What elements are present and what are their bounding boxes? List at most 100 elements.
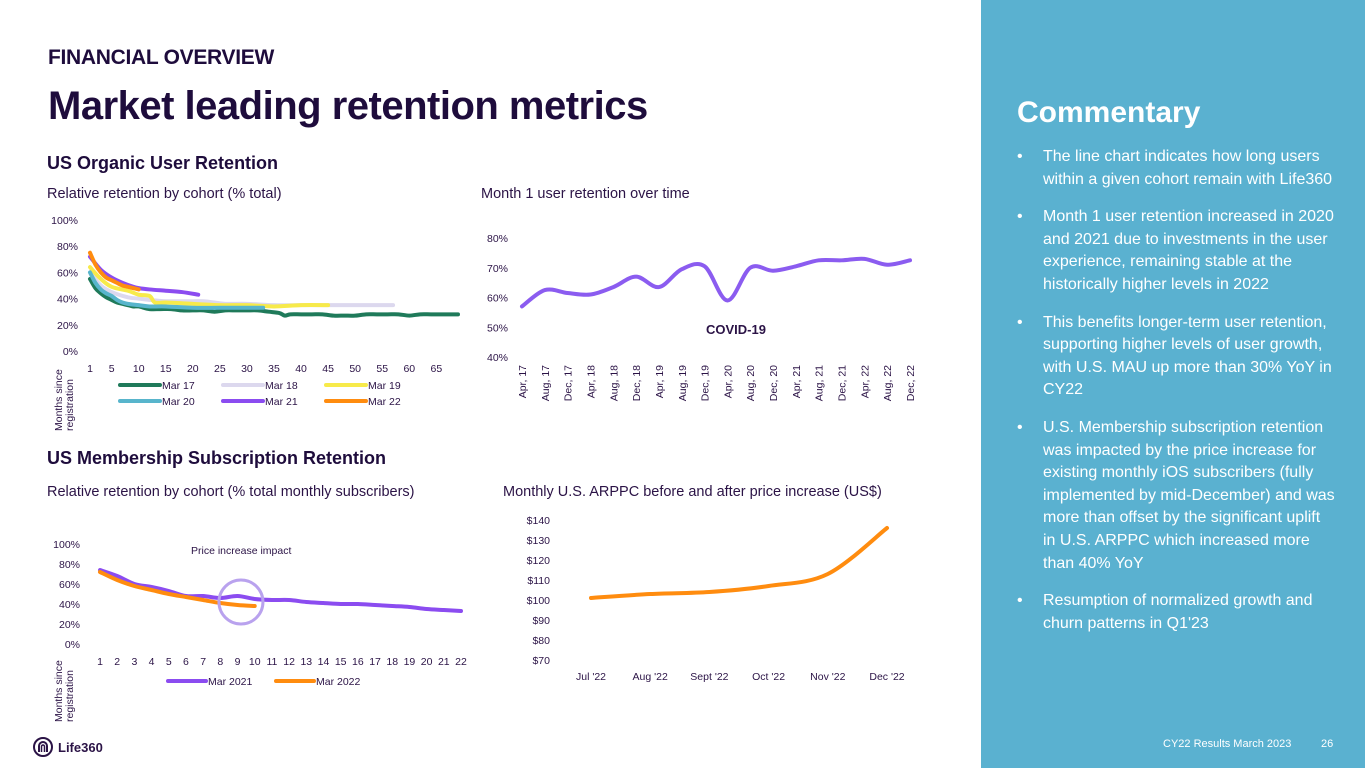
x-tick-label: 4 <box>149 656 155 668</box>
x-tick-label: 1 <box>97 656 103 668</box>
arppc-chart: $70 $80 $90 $100 $110 $120 $130 $140 Jul '22 Aug… <box>527 515 905 683</box>
y-tick-label: 60% <box>487 293 508 305</box>
section-title-organic: US Organic User Retention <box>47 153 279 173</box>
x-tick-label: 15 <box>335 656 347 668</box>
y-tick-label: $110 <box>527 575 550 587</box>
x-tick-label: Sept '22 <box>690 671 728 683</box>
x-tick-label: 25 <box>214 363 226 375</box>
y-tick-label: $120 <box>527 555 551 567</box>
legend-label: Mar 17 <box>162 380 195 392</box>
x-tick-label: Apr, 22 <box>859 365 871 398</box>
y-tick-label: 80% <box>59 559 80 571</box>
commentary-item: • Month 1 user retention increased in 202… <box>1015 206 1335 296</box>
x-tick-label: 15 <box>160 363 172 375</box>
bullet-icon: • <box>1017 418 1023 436</box>
y-tick-label: 100% <box>51 215 78 227</box>
cohort-retention-chart: 0%20%40%60%80%100% 1 5 10 15 20 25 30 35 40 45 50 5… <box>51 215 460 431</box>
legend-label: Mar 20 <box>162 396 195 408</box>
x-axis-label: Months since <box>53 660 65 722</box>
y-tick-label: 60% <box>59 579 80 591</box>
x-tick-label: 20 <box>187 363 199 375</box>
legend-label: Mar 22 <box>368 396 401 408</box>
x-tick-label: 13 <box>300 656 312 668</box>
bullet-icon: • <box>1017 148 1023 165</box>
x-tick-label: 19 <box>404 656 416 668</box>
x-tick-label: 21 <box>438 656 450 668</box>
commentary-item: • Resumption of normalized growth and chu… <box>1015 590 1335 635</box>
x-tick-label: Aug, 17 <box>540 365 552 401</box>
y-tick-label: $80 <box>532 635 550 647</box>
bullet-icon: • <box>1017 313 1023 331</box>
covid-annotation: COVID-19 <box>706 322 766 337</box>
x-axis-label: registration <box>64 670 76 722</box>
legend-label: Mar 2022 <box>316 676 361 688</box>
chart-title-subscription-retention: Relative retention by cohort (% total mo… <box>47 484 415 500</box>
x-tick-label: Apr, 20 <box>722 365 734 398</box>
x-tick-label: Aug, 21 <box>814 365 826 401</box>
x-tick-label: Dec, 20 <box>768 365 780 401</box>
x-tick-label: 3 <box>131 656 137 668</box>
x-tick-label: 11 <box>266 656 277 668</box>
x-tick-label: 5 <box>109 363 115 375</box>
legend-label: Mar 18 <box>265 380 298 392</box>
x-tick-label: Dec, 19 <box>700 365 712 401</box>
page-title: Market leading retention metrics <box>48 84 648 128</box>
bullet-icon: • <box>1017 208 1023 226</box>
page-number: 26 <box>1321 738 1334 750</box>
x-tick-label: 50 <box>349 363 361 375</box>
x-tick-label: Dec, 17 <box>563 365 575 401</box>
y-tick-label: 40% <box>57 294 78 306</box>
x-tick-label: 7 <box>200 656 206 668</box>
y-tick-label: 0% <box>63 346 78 358</box>
x-tick-label: Apr, 18 <box>585 365 597 398</box>
x-tick-label: Oct '22 <box>752 671 785 683</box>
y-tick-label: 80% <box>57 241 78 253</box>
life360-logo: Life360 <box>32 736 103 758</box>
x-tick-label: 12 <box>283 656 295 668</box>
x-tick-label: Apr, 17 <box>517 365 529 398</box>
price-impact-circle <box>217 578 265 626</box>
x-tick-label: 18 <box>386 656 398 668</box>
series-line-mar-19 <box>88 265 331 309</box>
y-tick-label: $100 <box>527 595 551 607</box>
commentary-title: Commentary <box>1017 96 1201 129</box>
y-tick-label: $130 <box>527 535 551 547</box>
x-tick-label: 2 <box>114 656 120 668</box>
x-tick-label: 9 <box>235 656 241 668</box>
commentary-text: The line chart indicates how long users … <box>1043 148 1333 188</box>
x-tick-label: Dec, 22 <box>905 365 917 401</box>
series-line-mar-2022 <box>98 570 257 608</box>
x-tick-label: Apr, 19 <box>654 365 666 398</box>
commentary-text: Resumption of normalized growth and chur… <box>1043 592 1313 632</box>
y-tick-label: 50% <box>487 322 508 334</box>
x-tick-label: Dec '22 <box>869 671 904 683</box>
x-tick-label: 60 <box>403 363 415 375</box>
y-tick-label: 20% <box>59 619 80 631</box>
y-tick-label: 100% <box>53 539 80 551</box>
legend-label: Mar 21 <box>265 396 298 408</box>
x-tick-label: 30 <box>241 363 253 375</box>
y-tick-label: 0% <box>65 639 80 651</box>
y-tick-label: 70% <box>487 263 508 275</box>
x-tick-label: 22 <box>455 656 467 668</box>
x-tick-label: 8 <box>217 656 223 668</box>
y-tick-label: 60% <box>57 267 78 279</box>
section-kicker: FINANCIAL OVERVIEW <box>48 46 275 69</box>
y-tick-label: $140 <box>527 515 551 527</box>
series-line-month1-retention <box>520 256 912 309</box>
chart-title-month1-retention: Month 1 user retention over time <box>481 186 690 202</box>
section-title-membership: US Membership Subscription Retention <box>47 448 387 468</box>
x-tick-label: 1 <box>87 363 93 375</box>
legend-label: Mar 2021 <box>208 676 253 688</box>
commentary-item: • The line chart indicates how long users… <box>1015 146 1335 191</box>
x-tick-label: 65 <box>431 363 443 375</box>
series-line-mar-22 <box>88 250 141 292</box>
x-tick-label: Aug, 19 <box>677 365 689 401</box>
commentary-item: • This benefits longer-term user retentio… <box>1015 312 1335 402</box>
x-tick-label: Jul '22 <box>576 671 606 683</box>
chart-title-cohort-retention: Relative retention by cohort (% total) <box>47 186 282 202</box>
y-tick-label: $70 <box>532 655 550 667</box>
series-line-mar-17 <box>88 276 460 318</box>
x-tick-label: Aug '22 <box>633 671 668 683</box>
y-tick-label: $90 <box>532 615 550 627</box>
